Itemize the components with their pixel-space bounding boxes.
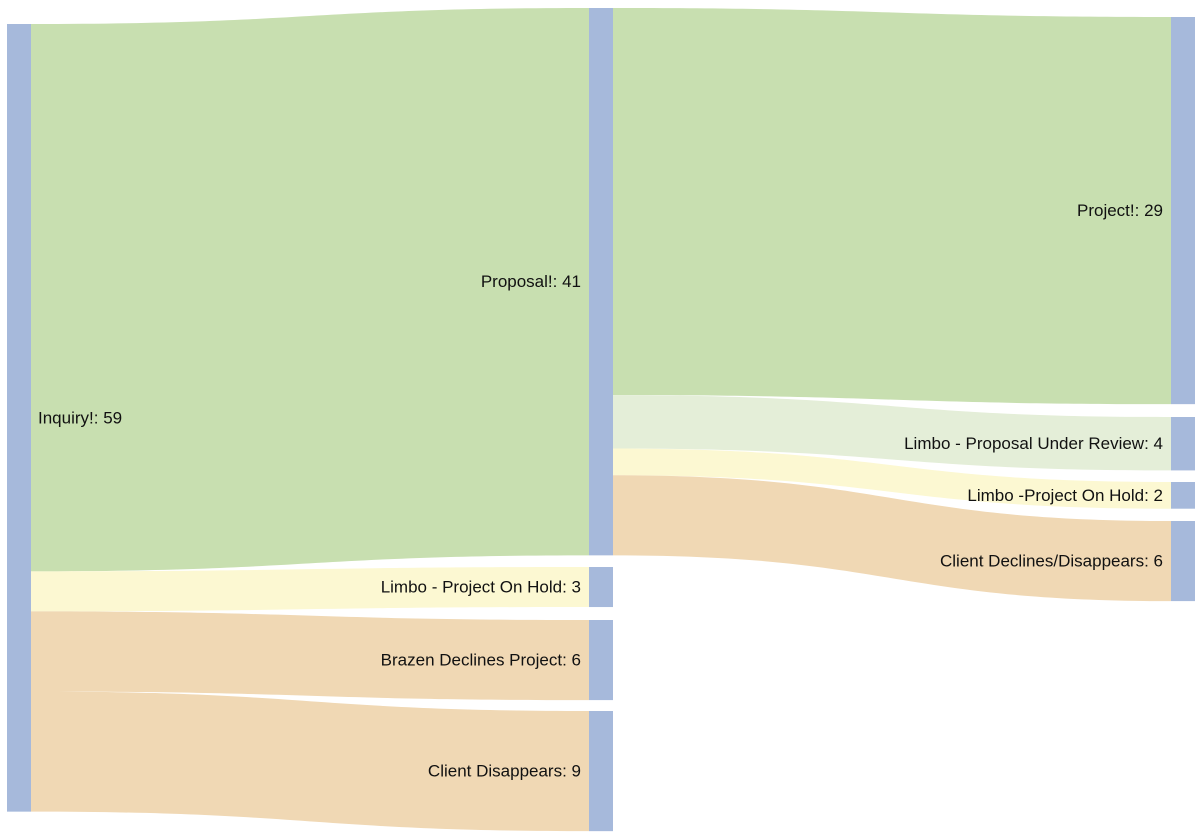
- sankey-label-inquiry: Inquiry!: 59: [38, 408, 122, 427]
- sankey-label-limbo_hold_2: Limbo -Project On Hold: 2: [967, 486, 1163, 505]
- sankey-node-inquiry[interactable]: [7, 24, 31, 812]
- sankey-link-inquiry-client_disappears[interactable]: [31, 691, 589, 832]
- sankey-link-proposal-project[interactable]: [613, 8, 1171, 405]
- sankey-link-proposal-limbo_hold_2[interactable]: [613, 448, 1171, 509]
- sankey-node-client_declines[interactable]: [1171, 521, 1195, 602]
- sankey-link-proposal-limbo_review[interactable]: [613, 395, 1171, 471]
- sankey-node-limbo_hold_2[interactable]: [1171, 482, 1195, 509]
- sankey-node-limbo_hold_1[interactable]: [589, 567, 613, 608]
- sankey-label-limbo_review: Limbo - Proposal Under Review: 4: [904, 434, 1163, 453]
- sankey-label-project: Project!: 29: [1077, 201, 1163, 220]
- sankey-label-proposal: Proposal!: 41: [481, 272, 581, 291]
- sankey-label-client_disappears: Client Disappears: 9: [428, 762, 581, 781]
- sankey-node-brazen_declines[interactable]: [589, 620, 613, 701]
- sankey-node-proposal[interactable]: [589, 8, 613, 556]
- sankey-label-limbo_hold_1: Limbo - Project On Hold: 3: [381, 578, 581, 597]
- sankey-link-proposal-client_declines[interactable]: [613, 475, 1171, 602]
- sankey-node-limbo_review[interactable]: [1171, 417, 1195, 471]
- links-layer: [31, 8, 1171, 832]
- sankey-label-client_declines: Client Declines/Disappears: 6: [940, 552, 1163, 571]
- sankey-link-inquiry-proposal[interactable]: [31, 8, 589, 572]
- sankey-link-inquiry-limbo_hold_1[interactable]: [31, 567, 589, 612]
- sankey-label-brazen_declines: Brazen Declines Project: 6: [381, 651, 581, 670]
- sankey-node-project[interactable]: [1171, 17, 1195, 405]
- labels-layer: Inquiry!: 59 Proposal!: 41 Limbo - Project…: [38, 201, 1163, 781]
- sankey-node-client_disappears[interactable]: [589, 711, 613, 832]
- sankey-link-inquiry-brazen_declines[interactable]: [31, 611, 589, 701]
- nodes-layer: [7, 8, 1195, 832]
